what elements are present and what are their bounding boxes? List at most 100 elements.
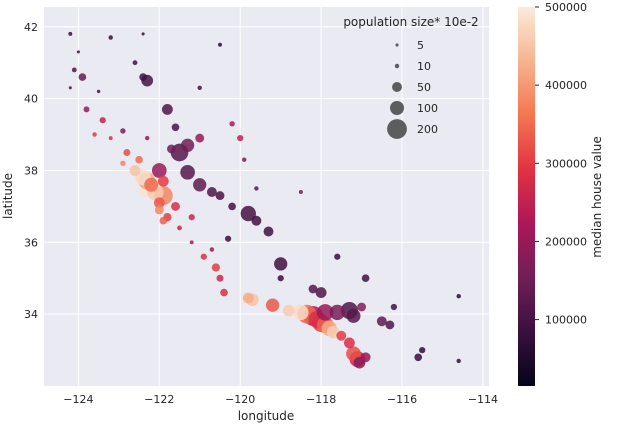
data-point xyxy=(326,325,340,339)
data-points xyxy=(68,31,461,369)
data-point xyxy=(215,191,225,201)
data-point xyxy=(141,32,145,36)
data-point xyxy=(129,165,141,176)
data-point xyxy=(390,303,398,311)
x-tick-label: −120 xyxy=(225,393,255,406)
data-point xyxy=(197,85,202,91)
data-point xyxy=(171,123,180,132)
data-point xyxy=(154,205,164,215)
data-point xyxy=(414,353,423,362)
data-point xyxy=(315,287,327,299)
data-point xyxy=(195,133,205,143)
data-point xyxy=(308,284,318,294)
data-point xyxy=(254,186,259,191)
data-point xyxy=(251,215,262,226)
data-point xyxy=(293,304,309,321)
colorbar-tick-label: 100000 xyxy=(545,314,587,327)
data-point xyxy=(153,197,165,209)
data-point xyxy=(144,177,159,192)
data-point xyxy=(241,157,247,162)
data-point xyxy=(206,187,217,197)
size-legend-marker xyxy=(390,101,404,115)
data-point xyxy=(298,190,303,194)
data-point xyxy=(218,42,222,47)
data-point xyxy=(144,135,150,141)
y-axis-label: latitude xyxy=(1,173,15,219)
data-point xyxy=(237,134,244,142)
size-legend-marker xyxy=(387,119,407,139)
size-legend-label: 200 xyxy=(417,123,438,136)
data-point xyxy=(188,214,195,221)
y-tick-label: 34 xyxy=(24,308,38,321)
data-point xyxy=(346,308,361,323)
colorbar-tick-label: 300000 xyxy=(545,157,587,170)
data-point xyxy=(316,304,334,321)
data-point xyxy=(385,320,395,330)
data-point xyxy=(96,89,101,94)
data-point xyxy=(343,337,355,349)
data-point xyxy=(240,205,256,222)
colorbar-tick-label: 500000 xyxy=(545,1,587,14)
data-point xyxy=(76,50,80,54)
size-legend-label: 10 xyxy=(417,60,431,73)
data-point xyxy=(361,274,370,283)
y-tick-label: 40 xyxy=(24,93,38,106)
data-point xyxy=(228,202,236,211)
data-point xyxy=(120,160,126,167)
data-point xyxy=(220,288,228,297)
data-point xyxy=(171,201,180,211)
data-point xyxy=(336,330,347,341)
data-point xyxy=(157,175,169,187)
x-tick-label: −118 xyxy=(306,393,336,406)
colorbar-label: median house value xyxy=(590,136,604,258)
data-point xyxy=(282,304,295,317)
x-tick-label: −124 xyxy=(63,393,93,406)
data-point xyxy=(92,132,97,137)
size-legend-label: 50 xyxy=(417,81,431,94)
data-point xyxy=(329,304,345,321)
data-point xyxy=(334,253,341,260)
data-point xyxy=(108,136,113,141)
data-point xyxy=(200,253,207,260)
colorbar-tick-labels: 100000 200000 300000 400000 500000 xyxy=(535,1,587,327)
data-point xyxy=(123,149,131,156)
y-tick-label: 36 xyxy=(24,236,38,249)
data-point xyxy=(180,138,195,152)
y-tick-label: 42 xyxy=(24,21,38,34)
size-legend-title: population size* 10e-2 xyxy=(343,15,478,29)
data-point xyxy=(108,35,113,40)
x-tick-label: −114 xyxy=(468,393,498,406)
colorbar xyxy=(518,7,535,386)
data-point xyxy=(419,346,426,354)
data-point xyxy=(135,155,143,164)
colorbar-tick-label: 200000 xyxy=(545,235,587,248)
data-point xyxy=(263,226,274,237)
data-point xyxy=(265,298,280,312)
data-point xyxy=(357,302,367,312)
plot-area xyxy=(44,7,489,386)
size-legend-label: 100 xyxy=(417,102,438,115)
data-point xyxy=(161,103,173,115)
size-legend: population size* 10e-2 5 10 50 100 200 xyxy=(343,15,479,139)
size-legend-marker xyxy=(392,82,402,92)
data-point xyxy=(180,164,195,180)
colorbar-tick-label: 400000 xyxy=(545,79,587,92)
data-point xyxy=(78,73,87,81)
data-point xyxy=(166,144,176,154)
data-point xyxy=(242,292,254,304)
size-legend-marker xyxy=(395,43,399,47)
y-tick-label: 38 xyxy=(24,164,38,177)
data-point xyxy=(83,106,90,113)
data-point xyxy=(132,60,138,66)
data-point xyxy=(68,86,72,90)
data-point xyxy=(99,117,106,124)
size-legend-label: 5 xyxy=(417,39,424,52)
y-tick-labels: 34 36 38 40 42 xyxy=(24,21,38,321)
data-point xyxy=(456,293,461,299)
data-point xyxy=(151,163,167,178)
data-point xyxy=(120,128,126,134)
data-point xyxy=(277,275,284,282)
data-point xyxy=(177,225,182,231)
data-point xyxy=(68,31,73,36)
